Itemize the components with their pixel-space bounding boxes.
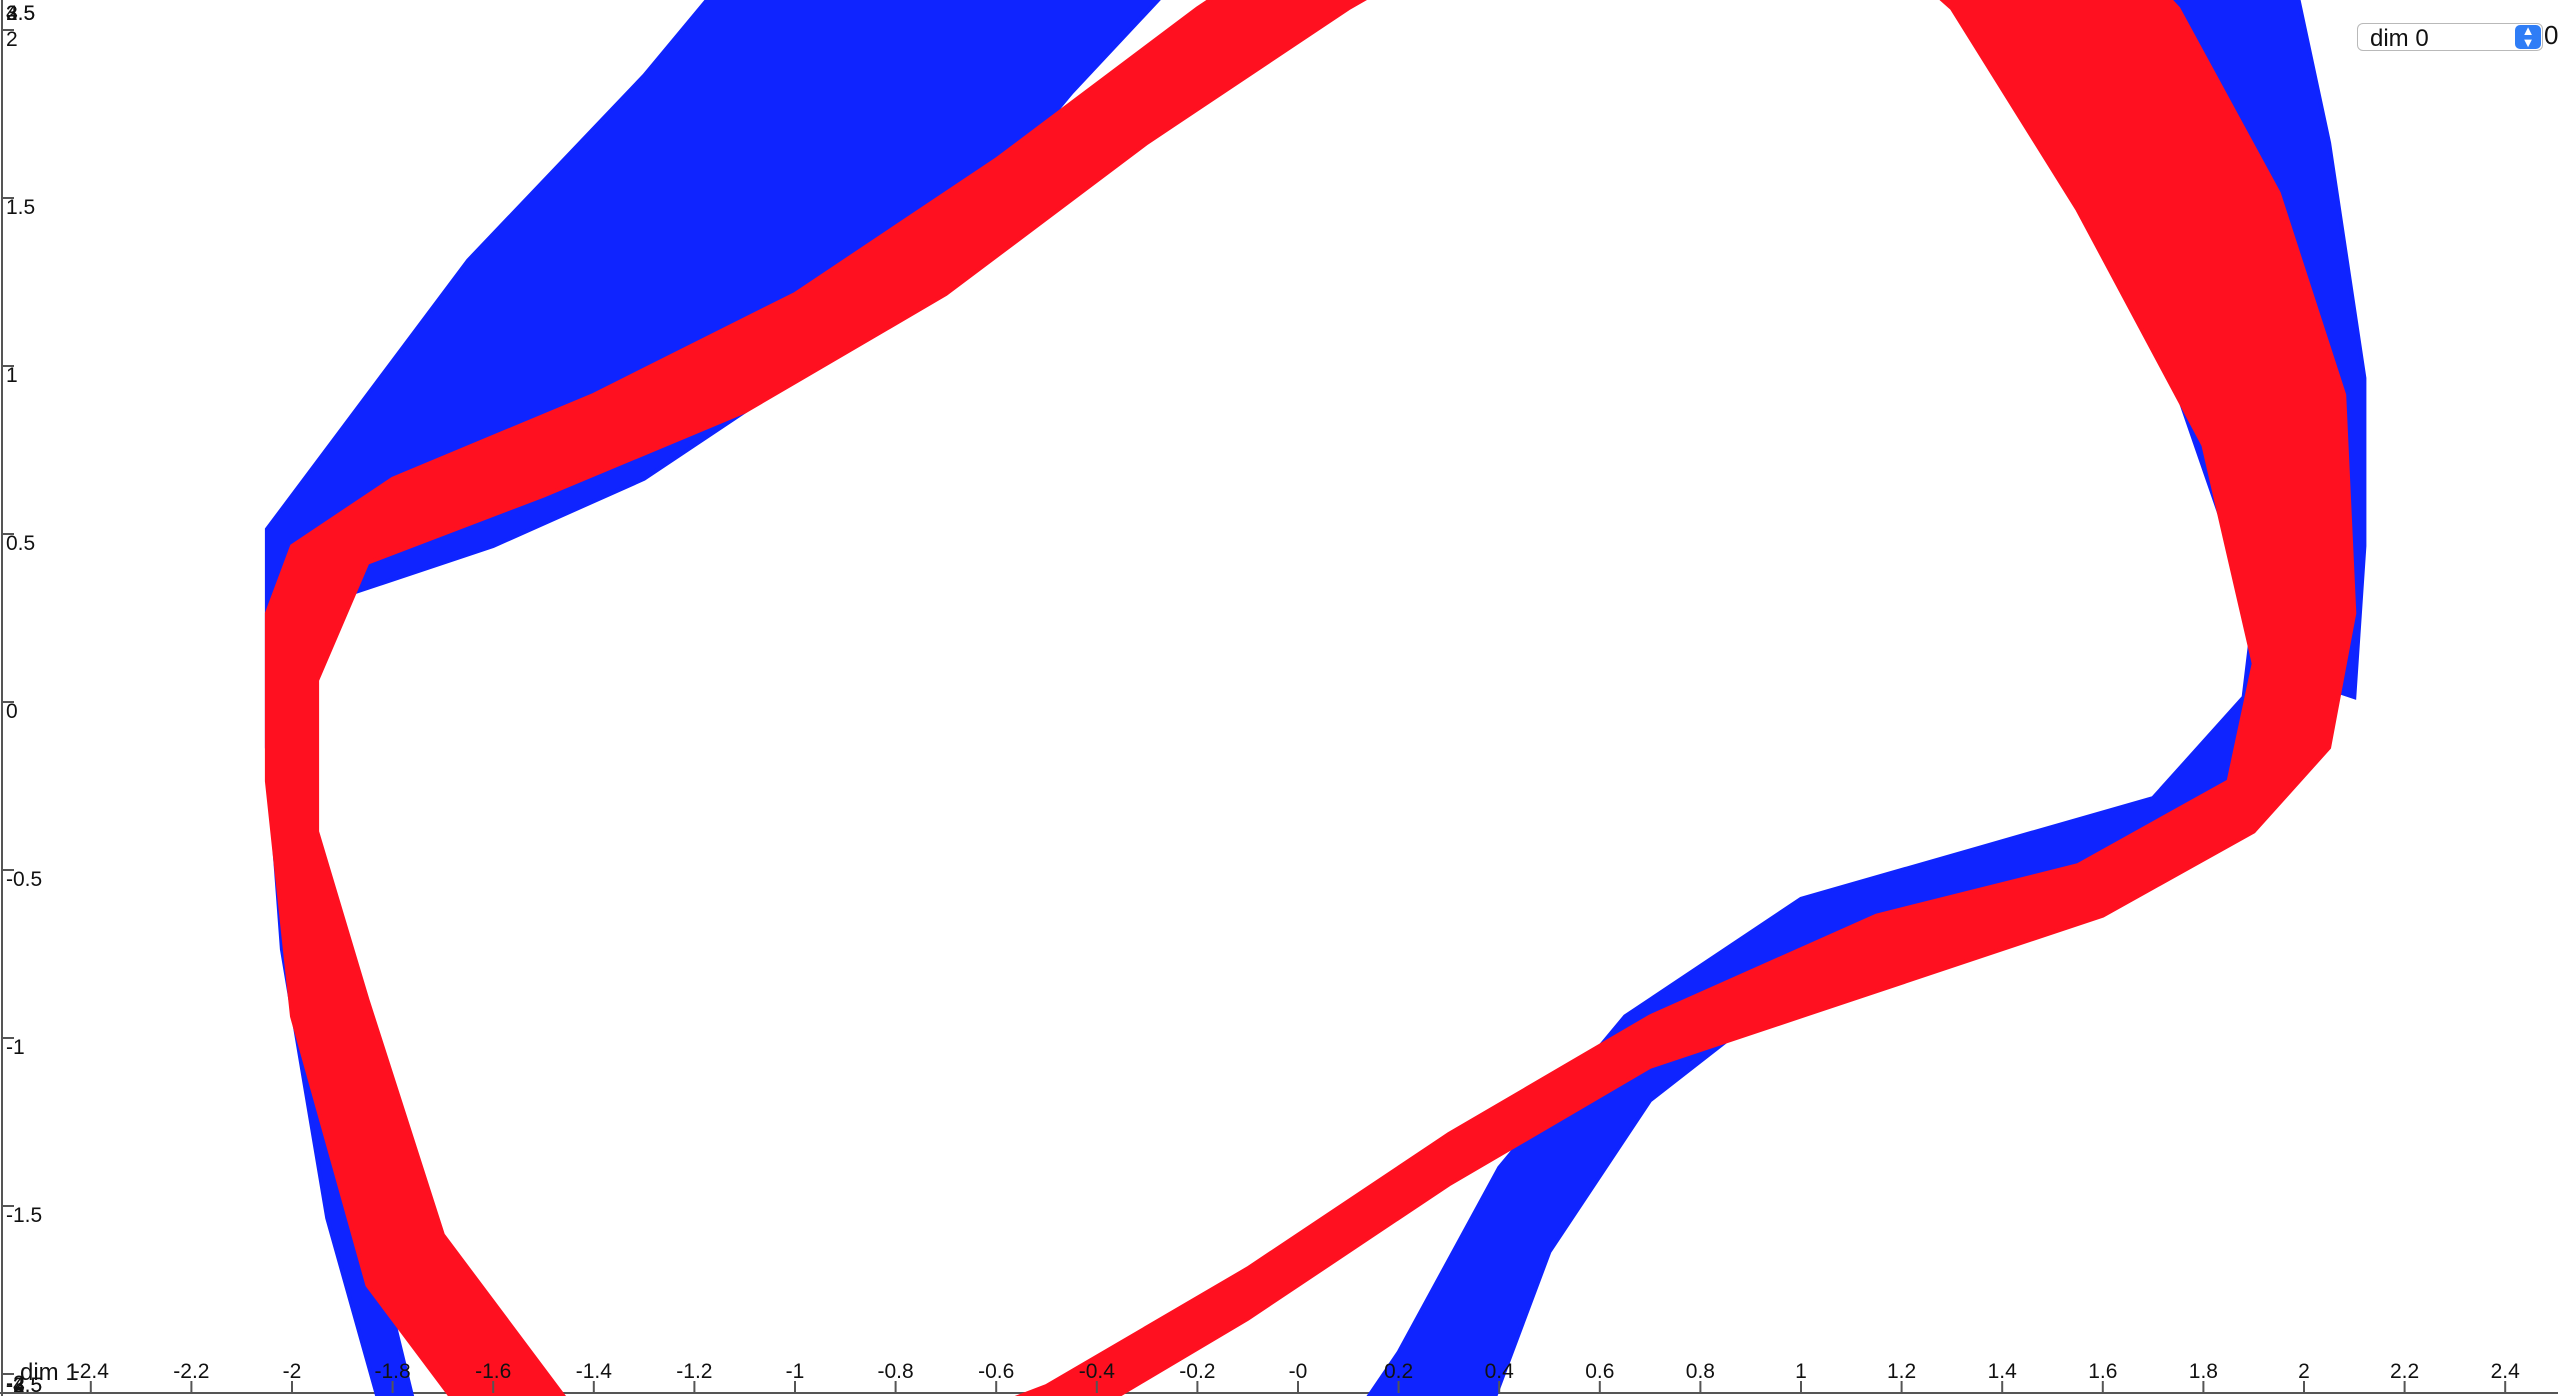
x-tick-label: -2 bbox=[283, 1360, 302, 1383]
x-tick-label: -1.2 bbox=[676, 1360, 712, 1383]
x-tick-label: 0.6 bbox=[1585, 1360, 1614, 1383]
x-tick-label: -2.2 bbox=[173, 1360, 209, 1383]
x-tick-label: -1.4 bbox=[576, 1360, 613, 1383]
y-tick-label: -1 bbox=[6, 1036, 25, 1059]
y-tick-label: 0.5 bbox=[6, 532, 35, 555]
x-tick-label: 0.8 bbox=[1686, 1360, 1715, 1383]
x-tick-label: -0 bbox=[1289, 1360, 1308, 1383]
x-tick-label: -0.8 bbox=[878, 1360, 914, 1383]
x-tick-label: -1.8 bbox=[375, 1360, 411, 1383]
x-tick-label: -0.6 bbox=[978, 1360, 1014, 1383]
x-tick-label: -1 bbox=[786, 1360, 805, 1383]
y-tick-label: -1.5 bbox=[6, 1204, 42, 1227]
x-tick-label: 1.4 bbox=[1988, 1360, 2018, 1383]
y-dimension-select-value: dim 0 bbox=[2370, 25, 2429, 53]
y-tick-label: 2.5 bbox=[6, 2, 35, 25]
y-tick-layer: 43.532.521.510.50-0.5-1-1.5-2-2.5-3-3.5-… bbox=[2, 0, 42, 1396]
x-tick-label: 0.2 bbox=[1384, 1360, 1413, 1383]
x-tick-label: 1.2 bbox=[1887, 1360, 1916, 1383]
x-tick-label: 2.4 bbox=[2491, 1360, 2521, 1383]
y-dimension-trailing-glyph: 0 bbox=[2544, 20, 2558, 51]
x-tick-label: 0.4 bbox=[1485, 1360, 1515, 1383]
x-tick-label: -1.6 bbox=[475, 1360, 511, 1383]
x-axis-label: dim 1 bbox=[20, 1359, 79, 1386]
y-tick-label: 1 bbox=[6, 364, 18, 387]
series-band-0 bbox=[267, 0, 2365, 1396]
x-tick-label: 2 bbox=[2298, 1360, 2310, 1383]
x-tick-label: 2.2 bbox=[2390, 1360, 2419, 1383]
x-tick-label: -0.4 bbox=[1079, 1360, 1116, 1383]
x-tick-label: 1 bbox=[1795, 1360, 1807, 1383]
y-tick-label: -0.5 bbox=[6, 868, 42, 891]
series-layer bbox=[267, 0, 2365, 1396]
x-tick-label: 1.8 bbox=[2189, 1360, 2218, 1383]
y-tick-label: 2 bbox=[6, 28, 18, 51]
y-dimension-select[interactable]: dim 0 ▲ ▼ bbox=[2357, 23, 2543, 51]
y-tick-label: 0 bbox=[6, 700, 18, 723]
x-tick-label: 1.6 bbox=[2088, 1360, 2117, 1383]
y-tick-label: 1.5 bbox=[6, 196, 35, 219]
x-tick-label: -0.2 bbox=[1179, 1360, 1215, 1383]
select-arrows-icon: ▲ ▼ bbox=[2515, 25, 2541, 49]
